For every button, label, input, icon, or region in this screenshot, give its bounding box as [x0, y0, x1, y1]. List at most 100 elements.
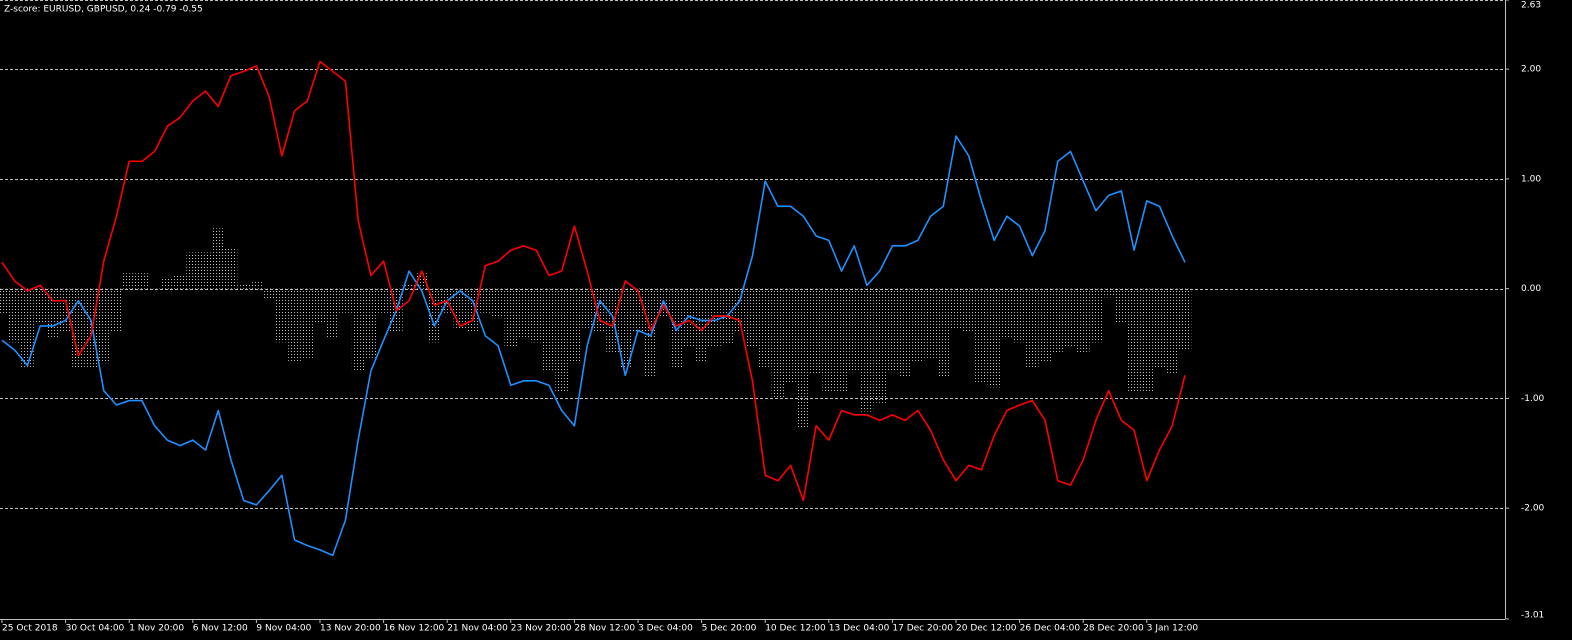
histogram-bar — [555, 288, 569, 393]
histogram-bar — [835, 288, 848, 393]
histogram-bar — [339, 288, 352, 313]
histogram-bar — [479, 288, 492, 313]
histogram-bar — [962, 288, 976, 333]
histogram-bar — [695, 288, 708, 363]
histogram-bar — [1013, 288, 1026, 343]
x-tick-label: 17 Dec 20:00 — [892, 624, 953, 634]
histogram-bar — [898, 288, 912, 378]
y-tick-label: -3.01 — [1521, 611, 1544, 621]
x-tick-label: 6 Nov 12:00 — [193, 624, 248, 634]
x-tick-label: 26 Dec 04:00 — [1020, 624, 1081, 634]
histogram-bar — [886, 288, 899, 373]
histogram-bar — [568, 288, 581, 364]
histogram-bar — [784, 288, 797, 384]
histogram-bar — [1178, 288, 1192, 350]
y-tick-label: 1.00 — [1521, 174, 1541, 184]
histogram-bar — [1102, 288, 1115, 298]
y-tick-label: -1.00 — [1521, 394, 1545, 404]
histogram-bar — [1115, 288, 1128, 323]
histogram-bar — [1165, 288, 1179, 374]
histogram-bar — [987, 288, 1001, 388]
histogram-bar — [847, 288, 861, 373]
histogram-bar — [504, 288, 518, 347]
histogram-bar — [161, 277, 174, 289]
histogram-bar — [707, 288, 721, 348]
histogram-bar — [84, 288, 98, 368]
histogram-bar — [1140, 288, 1154, 393]
histogram-bar — [975, 288, 988, 382]
histogram-bar — [1127, 288, 1141, 392]
series-line — [1, 60, 1186, 502]
histogram-bar — [313, 288, 327, 323]
histogram-bar — [771, 288, 785, 399]
x-tick-label: 21 Nov 04:00 — [447, 624, 508, 634]
histogram-bar — [529, 288, 543, 343]
x-tick-label: 20 Dec 12:00 — [956, 624, 1017, 634]
histogram-bar — [110, 288, 123, 333]
histogram-bar — [873, 288, 887, 403]
x-tick-label: 5 Dec 20:00 — [702, 624, 757, 634]
chart-title: Z-score: EURUSD, GBPUSD, 0.24 -0.79 -0.5… — [4, 5, 203, 15]
histogram-bar — [1025, 288, 1039, 368]
x-tick-label: 9 Nov 04:00 — [256, 624, 311, 634]
x-tick-label: 30 Oct 04:00 — [66, 624, 125, 634]
histogram-bar — [275, 288, 289, 343]
histogram-bar — [936, 288, 950, 378]
x-tick-label: 3 Jan 12:00 — [1147, 624, 1199, 634]
histogram-bar — [0, 288, 9, 314]
histogram-bar — [122, 273, 136, 289]
histogram-bar — [300, 288, 314, 358]
histogram-bar — [682, 288, 696, 348]
histogram-bar — [491, 288, 505, 319]
histogram-bar — [33, 288, 47, 323]
histogram-bar — [1153, 288, 1166, 368]
histogram-bar — [809, 288, 823, 374]
histogram-bar — [199, 252, 212, 289]
histogram-bar — [237, 283, 251, 289]
histogram-bar — [135, 273, 149, 289]
histogram-bar — [288, 288, 301, 363]
histogram-bar — [211, 228, 225, 289]
histogram-bar — [186, 252, 200, 289]
histogram-bar — [758, 288, 772, 368]
histogram-bar — [924, 288, 937, 358]
histogram-bar — [262, 288, 276, 299]
histogram-bar — [1089, 288, 1103, 343]
histogram-bar — [593, 288, 607, 333]
histogram-bar — [618, 288, 632, 368]
x-tick-label: 28 Dec 20:00 — [1083, 624, 1144, 634]
histogram-bar — [59, 288, 72, 333]
histogram-bar — [1000, 288, 1014, 339]
histogram-bar — [542, 288, 556, 373]
histogram-bar — [1051, 288, 1065, 354]
histogram-bar — [364, 288, 378, 358]
histogram-bar — [1064, 288, 1077, 348]
x-tick-label: 23 Nov 20:00 — [511, 624, 572, 634]
x-tick-label: 10 Dec 12:00 — [765, 624, 826, 634]
histogram-bar — [949, 288, 963, 329]
histogram-bar — [466, 288, 479, 333]
histogram-bar — [822, 288, 836, 392]
histogram-bar — [1076, 288, 1090, 353]
histogram-bar — [428, 288, 441, 343]
y-tick-label: 2.00 — [1521, 65, 1541, 75]
histogram-bar — [860, 288, 874, 412]
histogram-bar — [733, 288, 747, 333]
histogram-bar — [669, 288, 683, 368]
histogram-bar — [224, 246, 238, 289]
histogram-bar — [326, 288, 340, 339]
histogram-bar — [911, 288, 925, 363]
histogram-bar — [631, 288, 645, 333]
histogram-layer — [0, 228, 1192, 429]
axis-layer: 2.63 2.00 1.00 0.00 -1.00 -2.00 -3.01 25 Oct 20… — [1, 0, 1545, 634]
x-tick-label: 13 Dec 04:00 — [829, 624, 890, 634]
histogram-bar — [173, 274, 187, 289]
histogram-bar — [1038, 288, 1052, 363]
histogram-bar — [797, 288, 810, 429]
histogram-bar — [21, 288, 34, 368]
x-tick-label: 25 Oct 2018 — [2, 624, 58, 634]
histogram-bar — [377, 288, 390, 313]
histogram-bar — [644, 288, 658, 378]
histogram-bar — [746, 288, 759, 348]
